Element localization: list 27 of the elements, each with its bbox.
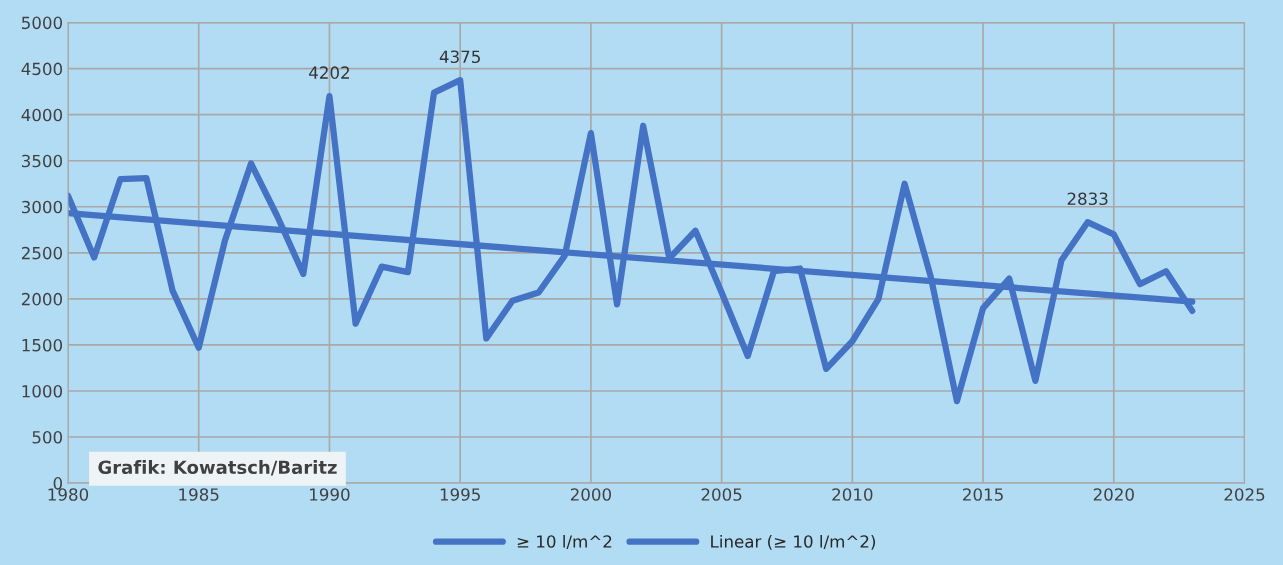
y-tick-label: 500	[32, 430, 63, 444]
y-tick-label: 1500	[22, 338, 63, 352]
x-tick-label: 1980	[48, 488, 89, 501]
legend-label: ≥ 10 l/m^2	[517, 534, 612, 550]
y-tick-label: 2000	[21, 292, 63, 306]
y-tick-label: 5000	[22, 16, 63, 30]
x-tick-label: 2005	[701, 488, 742, 501]
y-tick-label: 4000	[21, 108, 63, 122]
x-tick-label: 2010	[832, 488, 873, 501]
legend-label: Linear (≥ 10 l/m^2)	[711, 534, 876, 550]
data-label: 2833	[1067, 192, 1108, 206]
x-tick-label: 1985	[179, 488, 219, 501]
x-tick-label: 2020	[1093, 488, 1134, 501]
x-tick-label: 1990	[310, 488, 350, 501]
annotation: Grafik: Kowatsch/Baritz	[98, 460, 337, 476]
y-tick-label: 3500	[21, 154, 63, 168]
x-tick-label: 2015	[963, 488, 1003, 501]
x-tick-label: 2000	[570, 488, 611, 501]
y-tick-label: 1000	[22, 384, 63, 398]
y-tick-label: 3000	[21, 200, 63, 214]
x-tick-label: 2025	[1224, 488, 1265, 501]
y-tick-label: 2500	[21, 246, 63, 260]
data-label: 4202	[309, 66, 349, 79]
y-tick-label: 4500	[21, 62, 63, 76]
data-label: 4375	[439, 50, 480, 64]
x-tick-label: 1995	[440, 488, 480, 501]
y-tick-label: 0	[53, 477, 63, 490]
